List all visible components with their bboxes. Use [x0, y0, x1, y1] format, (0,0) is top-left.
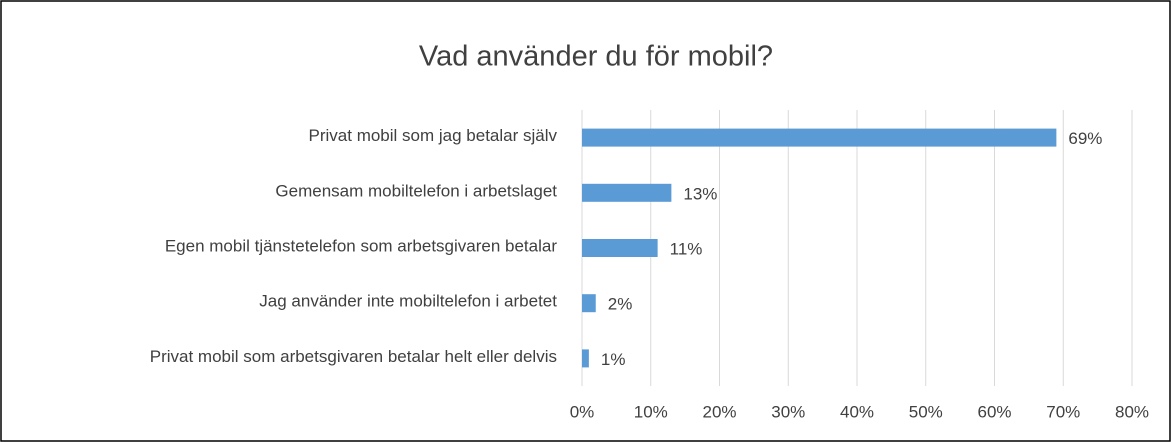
bar: [582, 349, 589, 368]
bar: [582, 239, 658, 257]
x-tick-label: 10%: [634, 402, 668, 421]
value-label: 2%: [608, 295, 633, 314]
x-tick-label: 70%: [1046, 402, 1080, 421]
bar: [582, 294, 596, 313]
value-label: 11%: [670, 239, 703, 258]
chart-title: Vad använder du för mobil?: [419, 41, 773, 73]
y-tick-label: Gemensam mobiltelefon i arbetslaget: [275, 181, 557, 200]
value-label: 13%: [683, 184, 717, 203]
bar: [582, 128, 1057, 147]
y-tick-label: Egen mobil tjänstetelefon som arbetsgiva…: [165, 236, 558, 255]
value-label: 1%: [601, 350, 626, 369]
y-tick-label: Jag använder inte mobiltelefon i arbetet: [259, 292, 557, 311]
x-tick-label: 40%: [840, 402, 874, 421]
x-tick-label: 30%: [771, 402, 805, 421]
bar: [582, 183, 672, 202]
y-tick-label: Privat mobil som jag betalar själv: [309, 126, 558, 145]
y-tick-label: Privat mobil som arbetsgivaren betalar h…: [150, 347, 557, 366]
x-tick-label: 50%: [909, 402, 943, 421]
x-tick-label: 0%: [570, 402, 595, 421]
x-tick-label: 20%: [702, 402, 736, 421]
x-tick-label: 80%: [1115, 402, 1149, 421]
x-tick-label: 60%: [977, 402, 1011, 421]
value-label: 69%: [1068, 129, 1102, 148]
